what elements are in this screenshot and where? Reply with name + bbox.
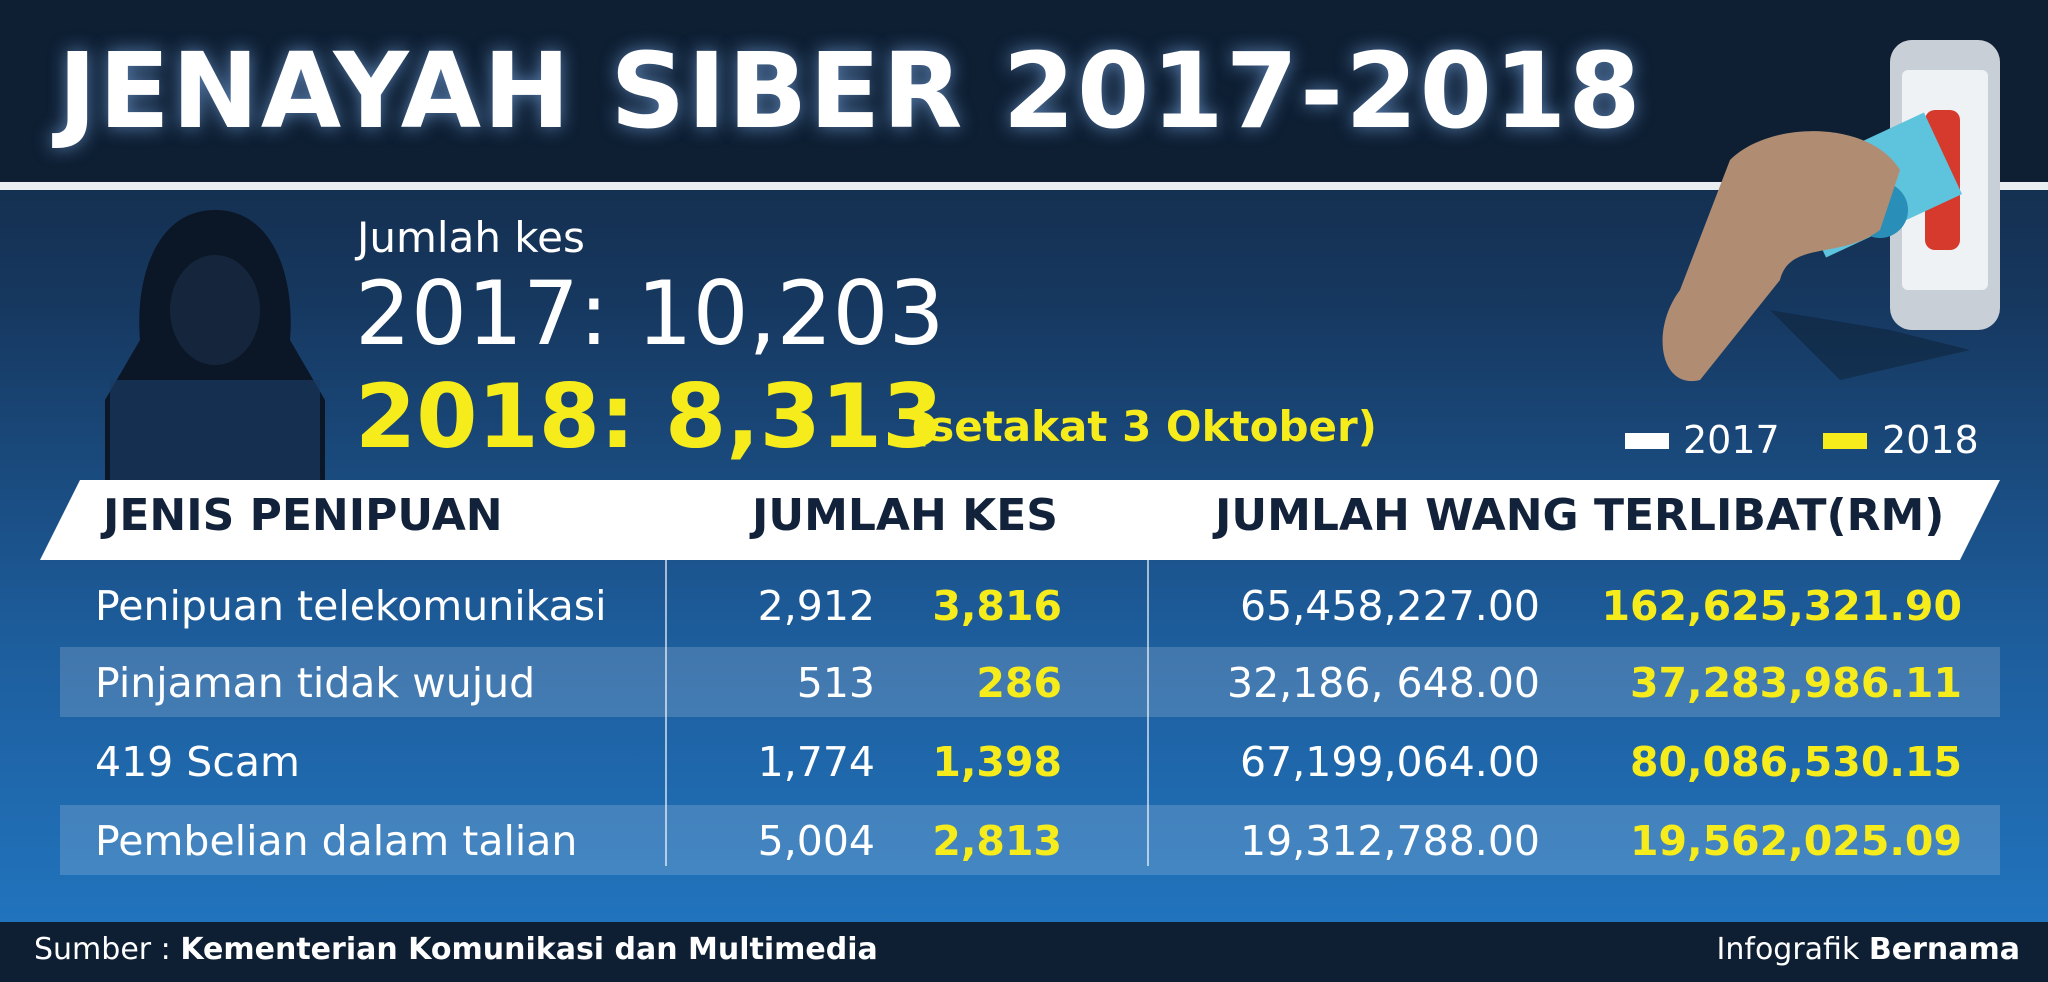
cases-2018: 2,813 xyxy=(932,817,1062,865)
amount-2017: 65,458,227.00 xyxy=(1240,582,1540,630)
cases-2018: 3,816 xyxy=(932,582,1062,630)
cases-2017: 1,774 xyxy=(757,738,875,786)
fraud-type: Penipuan telekomunikasi xyxy=(95,582,607,630)
summary-label: Jumlah kes xyxy=(357,213,585,262)
cases-2017: 513 xyxy=(796,659,875,707)
cases-2018: 286 xyxy=(976,659,1062,707)
source: Kementerian Komunikasi dan Multimedia xyxy=(180,932,878,967)
fraud-type: 419 Scam xyxy=(95,738,300,786)
legend-label: 2018 xyxy=(1882,418,1979,462)
legend-swatch-2017 xyxy=(1625,433,1669,449)
amount-2018: 162,625,321.90 xyxy=(1601,582,1962,630)
summary-2017: 2017: 10,203 xyxy=(355,262,945,365)
hacker-icon xyxy=(105,210,325,480)
row-stripe xyxy=(60,805,2000,875)
amount-2017: 67,199,064.00 xyxy=(1240,738,1540,786)
column-header: JENIS PENIPUAN xyxy=(103,490,503,541)
amount-2018: 37,283,986.11 xyxy=(1629,659,1962,707)
column-divider xyxy=(1147,482,1149,866)
amount-2018: 19,562,025.09 xyxy=(1629,817,1962,865)
column-header: JUMLAH KES xyxy=(752,490,1058,541)
row-stripe xyxy=(60,647,2000,717)
column-divider xyxy=(665,482,667,866)
cases-2017: 5,004 xyxy=(757,817,875,865)
cases-2018: 1,398 xyxy=(932,738,1062,786)
credit-label: Infografik xyxy=(1716,932,1860,967)
fraud-type: Pinjaman tidak wujud xyxy=(95,659,536,707)
amount-2018: 80,086,530.15 xyxy=(1629,738,1962,786)
title-bar xyxy=(0,0,2048,190)
footer-source: Sumber : Kementerian Komunikasi dan Mult… xyxy=(34,932,878,967)
source-label: Sumber : xyxy=(34,932,171,967)
cases-2017: 2,912 xyxy=(757,582,875,630)
footer-credit: Infografik Bernama xyxy=(1717,932,2020,967)
summary-2018-value: 8,313 xyxy=(665,365,944,468)
legend-swatch-2018 xyxy=(1823,433,1867,449)
amount-2017: 19,312,788.00 xyxy=(1240,817,1540,865)
summary-2018-label: 2018: xyxy=(355,365,636,468)
legend-label: 2017 xyxy=(1683,418,1780,462)
summary-note: (setakat 3 Oktober) xyxy=(910,402,1377,451)
column-header: JUMLAH WANG TERLIBAT(RM) xyxy=(1215,490,1945,541)
footer-bar xyxy=(0,922,2048,982)
credit: Bernama xyxy=(1868,932,2020,967)
amount-2017: 32,186, 648.00 xyxy=(1227,659,1540,707)
title: JENAYAH SIBER 2017-2018 xyxy=(58,30,1643,152)
phone-hand-icon xyxy=(1662,40,2000,382)
fraud-type: Pembelian dalam talian xyxy=(95,817,578,865)
table-header-band xyxy=(40,480,2000,560)
